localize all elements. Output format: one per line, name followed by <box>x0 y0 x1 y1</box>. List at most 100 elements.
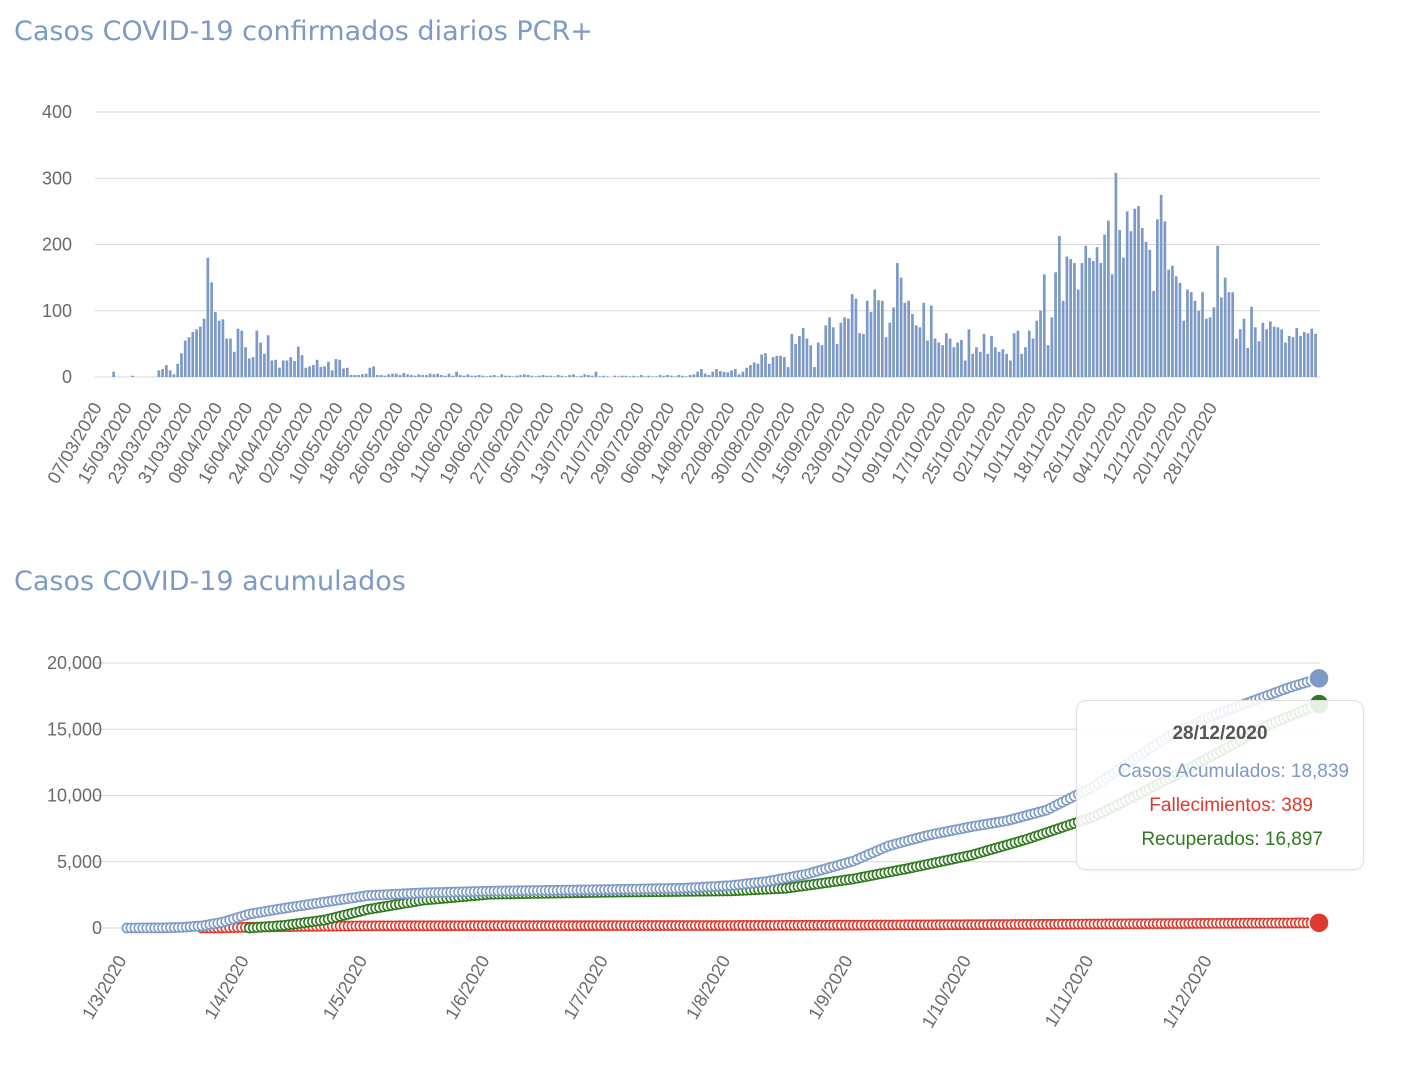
bar <box>828 317 831 378</box>
bar <box>379 375 383 377</box>
bar <box>771 357 775 378</box>
x-tick-label: 1/6/2020 <box>441 952 493 1023</box>
bar <box>1189 292 1193 377</box>
bar <box>281 360 285 377</box>
bar <box>1246 347 1250 377</box>
bar <box>843 317 846 378</box>
bar <box>636 376 639 377</box>
bar <box>345 367 349 377</box>
bar <box>854 298 858 377</box>
x-tick-label: 1/7/2020 <box>560 952 612 1023</box>
y-tick-label: 0 <box>92 918 102 938</box>
bar <box>1178 282 1182 377</box>
bar <box>112 371 116 377</box>
bar <box>587 375 590 377</box>
bar <box>1035 320 1039 377</box>
bar <box>764 353 767 377</box>
bar <box>801 327 805 377</box>
bar <box>1272 326 1276 377</box>
bar <box>308 366 311 377</box>
bar <box>1099 263 1103 377</box>
bar <box>1125 211 1129 378</box>
bar <box>960 339 963 377</box>
x-tick-label: 1/8/2020 <box>682 952 734 1023</box>
bar <box>466 374 470 377</box>
x-tick-label: 1/11/2020 <box>1041 952 1098 1030</box>
bar <box>1284 342 1287 377</box>
bar <box>711 371 715 377</box>
bar <box>933 338 937 377</box>
bar <box>462 375 466 377</box>
bar <box>835 343 839 378</box>
bar <box>628 376 632 377</box>
bar <box>560 375 564 377</box>
bar <box>417 374 421 377</box>
bar <box>409 375 413 377</box>
bar <box>869 312 873 377</box>
bar <box>451 375 455 377</box>
bar <box>685 376 688 377</box>
bar <box>1155 219 1159 377</box>
bar <box>669 375 673 377</box>
bar <box>255 330 259 378</box>
bar <box>730 370 733 378</box>
bar <box>813 367 816 377</box>
bar <box>1110 274 1114 377</box>
bar <box>1005 353 1008 377</box>
bar <box>214 312 217 377</box>
bar <box>873 289 877 377</box>
bar <box>1287 335 1291 377</box>
daily-cases-chart: 010020030040007/03/202015/03/202023/03/2… <box>42 102 1320 487</box>
bar <box>270 360 274 377</box>
bar <box>474 375 477 377</box>
bar <box>590 375 594 377</box>
bar <box>809 345 813 377</box>
highlight-point <box>1308 667 1330 690</box>
bar <box>847 318 850 377</box>
bar <box>1046 345 1050 377</box>
bar <box>496 376 500 377</box>
series-fallecimientos <box>196 912 1330 934</box>
bar <box>538 375 541 377</box>
bar <box>421 375 424 377</box>
bar <box>251 357 255 378</box>
bar <box>165 365 168 377</box>
bar <box>752 362 756 377</box>
bar <box>315 359 319 377</box>
bar <box>1012 333 1016 377</box>
bar <box>632 375 635 377</box>
bar <box>360 374 364 377</box>
bar <box>888 322 892 377</box>
bar <box>896 263 899 377</box>
bar <box>440 375 443 377</box>
bar <box>1152 290 1155 378</box>
bar <box>534 376 538 377</box>
bar <box>756 363 760 377</box>
bar <box>1140 227 1144 377</box>
bar <box>760 354 764 377</box>
bar <box>982 333 986 377</box>
bar <box>1133 208 1137 377</box>
bar <box>447 373 451 377</box>
bar <box>553 376 556 377</box>
bar <box>605 376 609 377</box>
bar <box>545 375 549 377</box>
bar <box>850 294 854 377</box>
bar <box>353 375 357 377</box>
bar <box>413 375 417 377</box>
bar <box>131 375 134 377</box>
bar <box>1174 276 1178 377</box>
bar <box>948 338 952 377</box>
bar <box>993 347 997 377</box>
bar <box>1020 353 1024 377</box>
bar <box>1250 306 1253 377</box>
bar <box>749 365 752 377</box>
bar <box>790 333 794 377</box>
x-tick-label: 1/4/2020 <box>200 952 252 1023</box>
bar <box>1269 321 1272 377</box>
bar <box>1107 220 1110 377</box>
bar <box>941 345 944 377</box>
bar <box>620 375 624 377</box>
y-tick-label: 20,000 <box>47 653 102 673</box>
bar <box>263 353 266 377</box>
